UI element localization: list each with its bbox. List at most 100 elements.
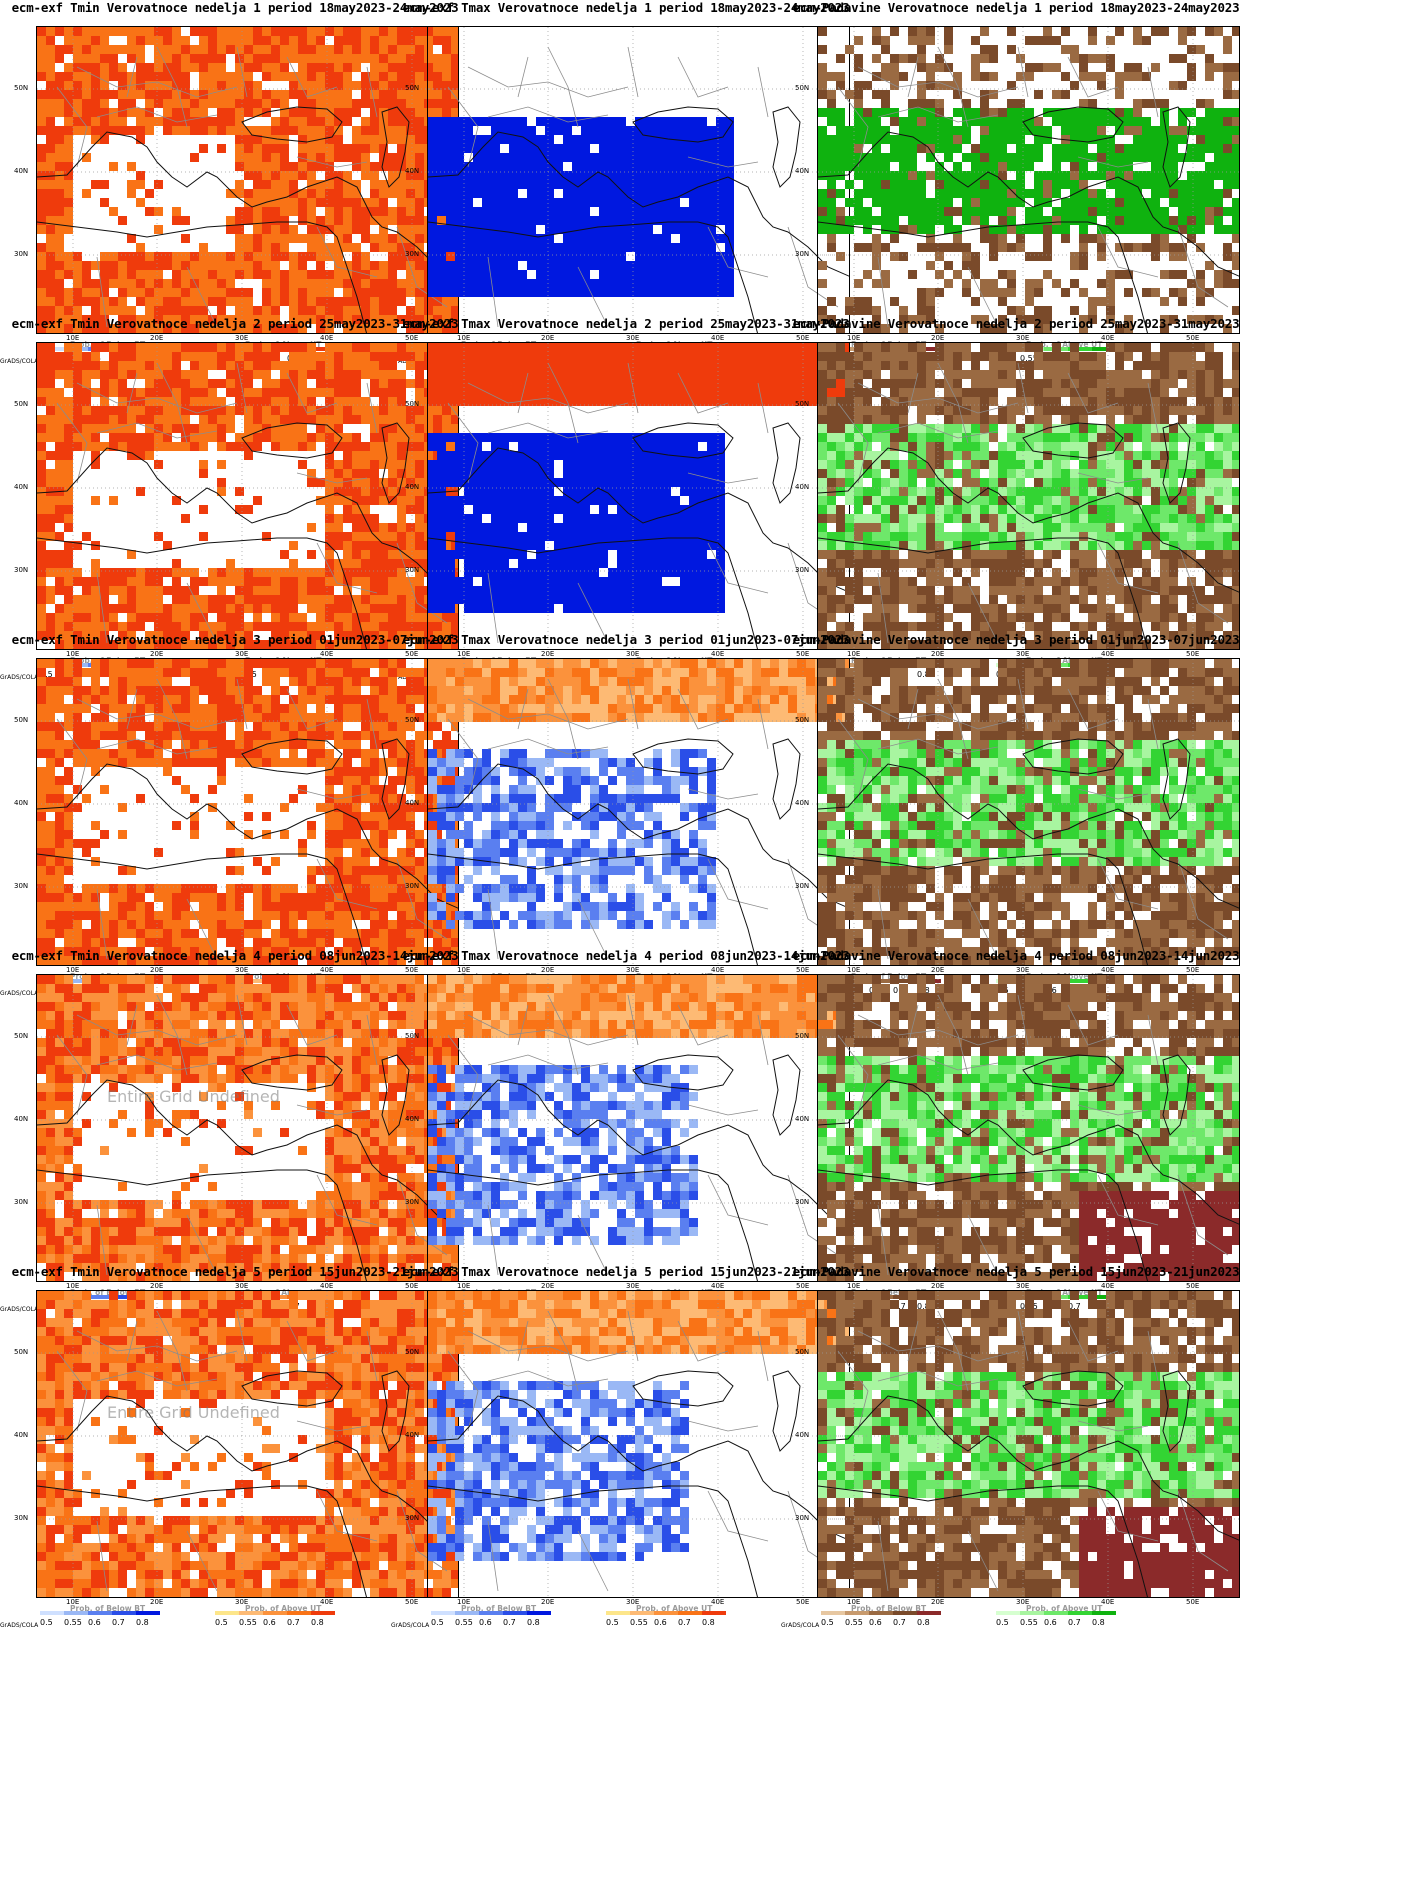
probability-cell [442, 27, 451, 36]
probability-cell [388, 117, 397, 126]
probability-cell [271, 198, 280, 207]
probability-cell [406, 442, 415, 451]
probability-cell [509, 460, 518, 469]
probability-cell [370, 216, 379, 225]
probability-cell [136, 315, 145, 324]
probability-cell [136, 36, 145, 45]
probability-cell [1124, 189, 1133, 198]
probability-cell [662, 388, 671, 397]
probability-cell [199, 469, 208, 478]
probability-cell [863, 297, 872, 306]
probability-cell [689, 207, 698, 216]
legend-swatch [917, 347, 941, 351]
probability-cell [136, 180, 145, 189]
probability-cell [1178, 81, 1187, 90]
probability-cell [397, 81, 406, 90]
probability-cell [1124, 207, 1133, 216]
probability-cell [554, 433, 563, 442]
probability-cell [370, 180, 379, 189]
probability-cell [743, 388, 752, 397]
probability-cell [455, 144, 464, 153]
probability-cell [899, 225, 908, 234]
probability-cell [361, 505, 370, 514]
probability-cell [1232, 216, 1239, 225]
probability-cell [980, 189, 989, 198]
probability-cell [662, 487, 671, 496]
probability-cell [289, 388, 298, 397]
probability-cell [280, 45, 289, 54]
probability-cell [464, 397, 473, 406]
probability-cell [482, 478, 491, 487]
probability-cell [325, 171, 334, 180]
probability-cell [46, 352, 55, 361]
probability-cell [572, 451, 581, 460]
probability-cell [446, 370, 455, 379]
probability-cell [653, 451, 662, 460]
probability-cell [388, 532, 397, 541]
probability-cell [1115, 270, 1124, 279]
probability-cell [325, 180, 334, 189]
probability-cell [325, 433, 334, 442]
probability-cell [343, 180, 352, 189]
probability-cell [199, 640, 208, 649]
latitude-label: 40N [14, 483, 29, 491]
probability-cell [1205, 126, 1214, 135]
probability-cell [361, 613, 370, 622]
probability-cell [388, 406, 397, 415]
probability-cell [73, 315, 82, 324]
probability-cell [415, 99, 424, 108]
probability-cell [217, 640, 226, 649]
probability-cell [1133, 135, 1142, 144]
probability-cell [91, 90, 100, 99]
probability-cell [662, 126, 671, 135]
probability-cell [235, 153, 244, 162]
probability-cell [298, 622, 307, 631]
probability-cell [226, 370, 235, 379]
probability-cell [509, 343, 518, 352]
probability-cell [307, 586, 316, 595]
probability-cell [1079, 261, 1088, 270]
probability-cell [1133, 117, 1142, 126]
probability-cell [235, 108, 244, 117]
probability-cell [163, 108, 172, 117]
probability-cell [316, 279, 325, 288]
probability-cell [671, 216, 680, 225]
probability-cell [1133, 171, 1142, 180]
probability-cell [109, 388, 118, 397]
probability-cell [127, 343, 136, 352]
probability-cell [352, 135, 361, 144]
probability-cell [1007, 207, 1016, 216]
probability-cell [55, 153, 64, 162]
probability-cell [437, 288, 446, 297]
probability-cell [298, 577, 307, 586]
probability-cell [64, 324, 73, 333]
probability-cell [872, 189, 881, 198]
probability-cell [154, 54, 163, 63]
probability-cell [109, 613, 118, 622]
probability-cell [545, 487, 554, 496]
probability-cell [253, 45, 262, 54]
probability-cell [334, 460, 343, 469]
probability-cell [388, 27, 397, 36]
probability-cell [379, 442, 388, 451]
probability-cell [845, 225, 854, 234]
probability-cell [46, 415, 55, 424]
probability-cell [446, 397, 455, 406]
probability-cell [91, 424, 100, 433]
probability-cell [590, 370, 599, 379]
probability-cell [797, 361, 806, 370]
probability-cell [935, 144, 944, 153]
probability-cell [163, 640, 172, 649]
probability-cell [482, 252, 491, 261]
probability-cell [64, 126, 73, 135]
probability-cell [100, 315, 109, 324]
probability-cell [370, 279, 379, 288]
probability-cell [518, 487, 527, 496]
probability-cell [370, 63, 379, 72]
probability-cell [1115, 189, 1124, 198]
probability-cell [325, 216, 334, 225]
probability-cell [590, 117, 599, 126]
probability-cell [388, 162, 397, 171]
probability-cell [388, 297, 397, 306]
probability-cell [244, 604, 253, 613]
